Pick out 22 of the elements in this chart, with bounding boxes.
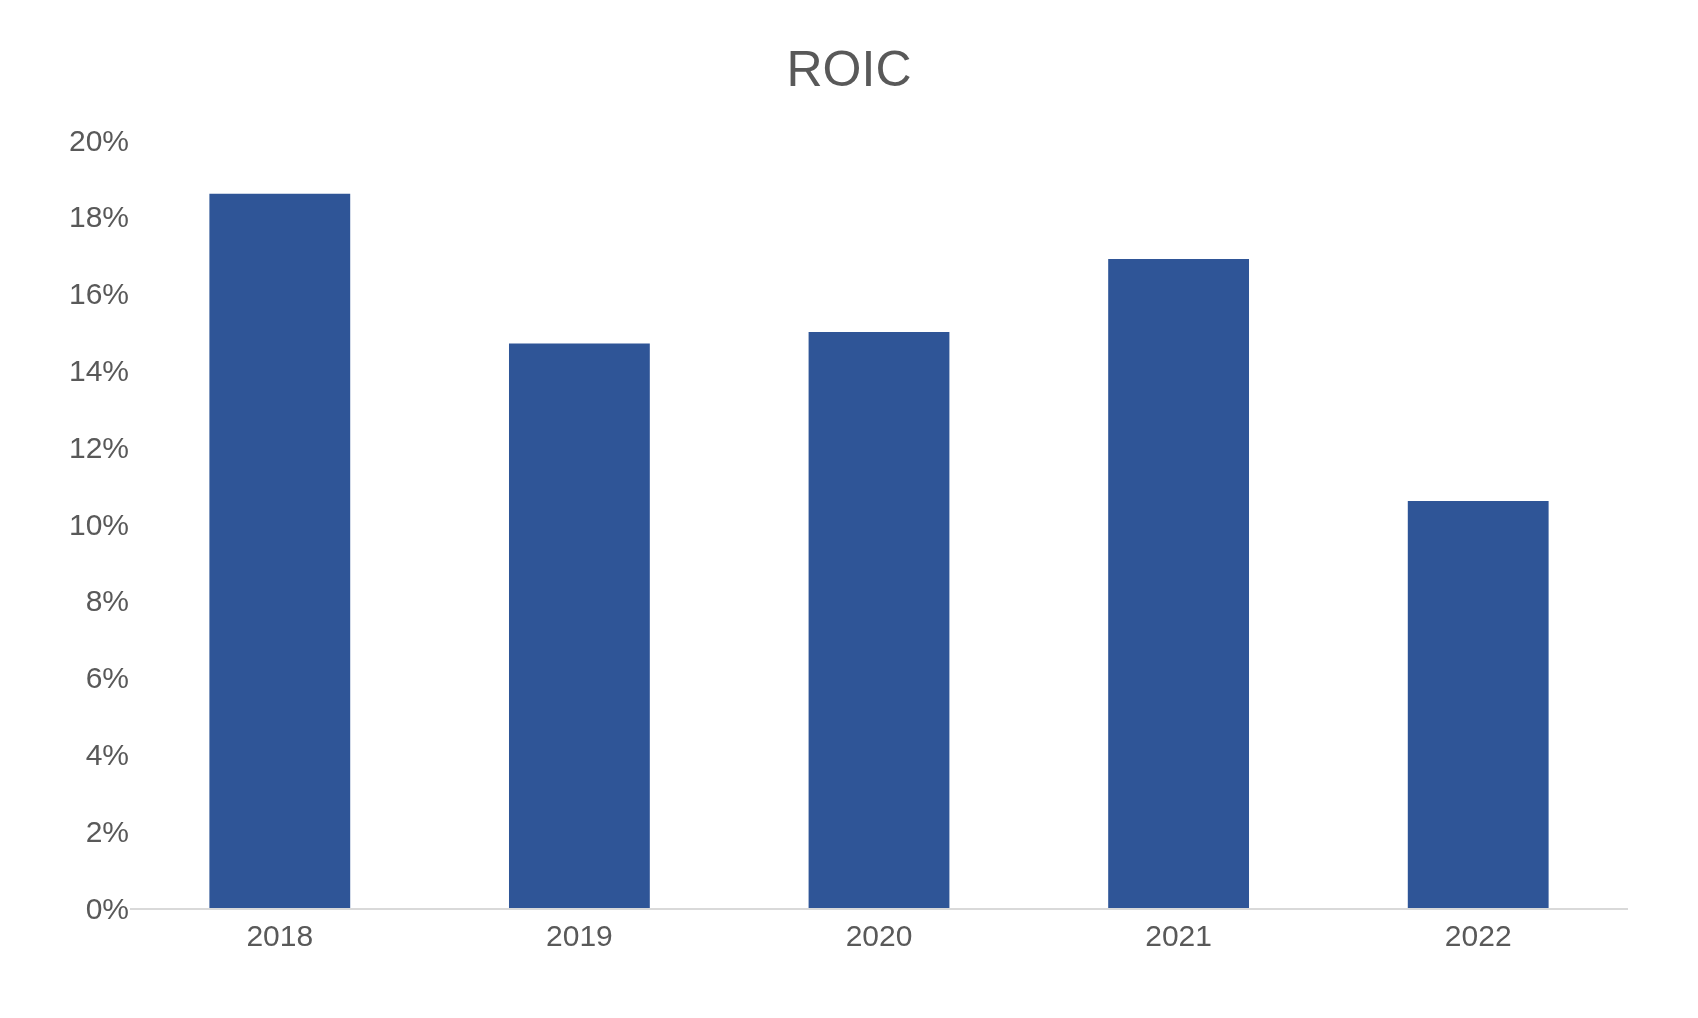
- y-tick-label: 8%: [85, 584, 129, 618]
- y-tick-label: 10%: [68, 507, 129, 541]
- y-tick-label: 16%: [68, 277, 129, 311]
- y-tick-label: 20%: [68, 123, 129, 157]
- bar: [808, 332, 950, 908]
- x-tick-label: 2020: [845, 919, 913, 952]
- y-tick-label: 0%: [85, 891, 129, 925]
- x-tick-label: 2021: [1145, 919, 1212, 952]
- x-tick-label: 2019: [546, 919, 613, 952]
- y-tick-label: 14%: [68, 353, 129, 387]
- x-tick-label: 2018: [246, 919, 314, 952]
- y-tick-label: 18%: [68, 200, 129, 234]
- y-tick-label: 4%: [85, 737, 129, 771]
- chart-title: ROIC: [786, 40, 912, 97]
- y-tick-label: 12%: [68, 430, 129, 464]
- bar: [508, 343, 650, 908]
- bar: [1407, 500, 1549, 908]
- y-tick-label: 6%: [85, 661, 129, 695]
- x-tick-label: 2022: [1444, 919, 1512, 952]
- bar: [1108, 259, 1250, 908]
- bar: [209, 193, 351, 908]
- y-tick-label: 2%: [85, 814, 129, 848]
